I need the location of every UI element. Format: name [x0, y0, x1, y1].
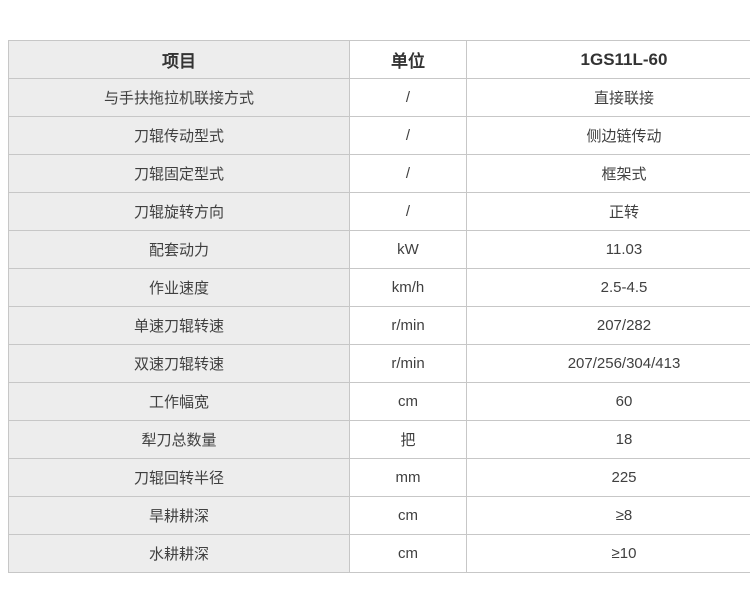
table-row: 刀辊传动型式 / 侧边链传动 — [8, 116, 750, 155]
row-item-cell: 配套动力 — [8, 230, 350, 269]
row-unit-cell: r/min — [349, 344, 467, 383]
row-item-cell: 刀辊固定型式 — [8, 154, 350, 193]
row-item-cell: 水耕耕深 — [8, 534, 350, 573]
row-unit-cell: cm — [349, 382, 467, 421]
column-header-unit: 单位 — [349, 40, 467, 79]
row-unit-cell: cm — [349, 534, 467, 573]
row-value-cell: 直接联接 — [466, 78, 750, 117]
table-row: 双速刀辊转速 r/min 207/256/304/413 — [8, 344, 750, 383]
column-header-model: 1GS11L-60 — [466, 40, 750, 79]
row-item-cell: 刀辊旋转方向 — [8, 192, 350, 231]
row-value-cell: 2.5-4.5 — [466, 268, 750, 307]
table-body: 与手扶拖拉机联接方式 / 直接联接 刀辊传动型式 / 侧边链传动 刀辊固定型式 / 框架式 刀辊旋… — [8, 78, 750, 573]
row-unit-cell: / — [349, 192, 467, 231]
table-row: 工作幅宽 cm 60 — [8, 382, 750, 421]
column-header-item: 项目 — [8, 40, 350, 79]
table-row: 旱耕耕深 cm ≥8 — [8, 496, 750, 535]
table-row: 犁刀总数量把 18 — [8, 420, 750, 459]
row-item-cell: 犁刀总数量 — [8, 420, 350, 459]
table-row: 与手扶拖拉机联接方式 / 直接联接 — [8, 78, 750, 117]
table-row: 配套动力 kW 11.03 — [8, 230, 750, 269]
row-value-cell: 60 — [466, 382, 750, 421]
row-unit-cell: / — [349, 116, 467, 155]
row-unit-cell: kW — [349, 230, 467, 269]
row-unit-cell: mm — [349, 458, 467, 497]
row-value-cell: 框架式 — [466, 154, 750, 193]
row-value-cell: 正转 — [466, 192, 750, 231]
row-unit-cell: r/min — [349, 306, 467, 345]
table-row: 作业速度 km/h 2.5-4.5 — [8, 268, 750, 307]
table-row: 刀辊旋转方向 / 正转 — [8, 192, 750, 231]
row-value-cell: 207/282 — [466, 306, 750, 345]
row-unit-cell: / — [349, 78, 467, 117]
row-item-cell: 工作幅宽 — [8, 382, 350, 421]
row-value-cell: ≥10 — [466, 534, 750, 573]
row-value-cell: 207/256/304/413 — [466, 344, 750, 383]
row-value-cell: 11.03 — [466, 230, 750, 269]
row-item-cell: 刀辊传动型式 — [8, 116, 350, 155]
row-value-cell: 18 — [466, 420, 750, 459]
row-value-cell: ≥8 — [466, 496, 750, 535]
row-value-cell: 225 — [466, 458, 750, 497]
spec-table: 项目 单位 1GS11L-60 与手扶拖拉机联接方式 / 直接联接 刀辊传动型式 / 侧边… — [8, 40, 750, 573]
row-item-cell: 刀辊回转半径 — [8, 458, 350, 497]
row-unit-cell: 把 — [349, 420, 467, 459]
row-item-cell: 单速刀辊转速 — [8, 306, 350, 345]
table-row: 水耕耕深 cm ≥10 — [8, 534, 750, 573]
table-header: 项目 单位 1GS11L-60 — [8, 40, 750, 79]
row-value-cell: 侧边链传动 — [466, 116, 750, 155]
row-unit-cell: km/h — [349, 268, 467, 307]
row-item-cell: 双速刀辊转速 — [8, 344, 350, 383]
row-item-cell: 旱耕耕深 — [8, 496, 350, 535]
table-row: 刀辊固定型式 / 框架式 — [8, 154, 750, 193]
row-item-cell: 与手扶拖拉机联接方式 — [8, 78, 350, 117]
row-unit-cell: cm — [349, 496, 467, 535]
table-row: 刀辊回转半径 mm 225 — [8, 458, 750, 497]
table-row: 单速刀辊转速 r/min 207/282 — [8, 306, 750, 345]
row-unit-cell: / — [349, 154, 467, 193]
row-item-cell: 作业速度 — [8, 268, 350, 307]
header-row: 项目 单位 1GS11L-60 — [8, 40, 750, 79]
